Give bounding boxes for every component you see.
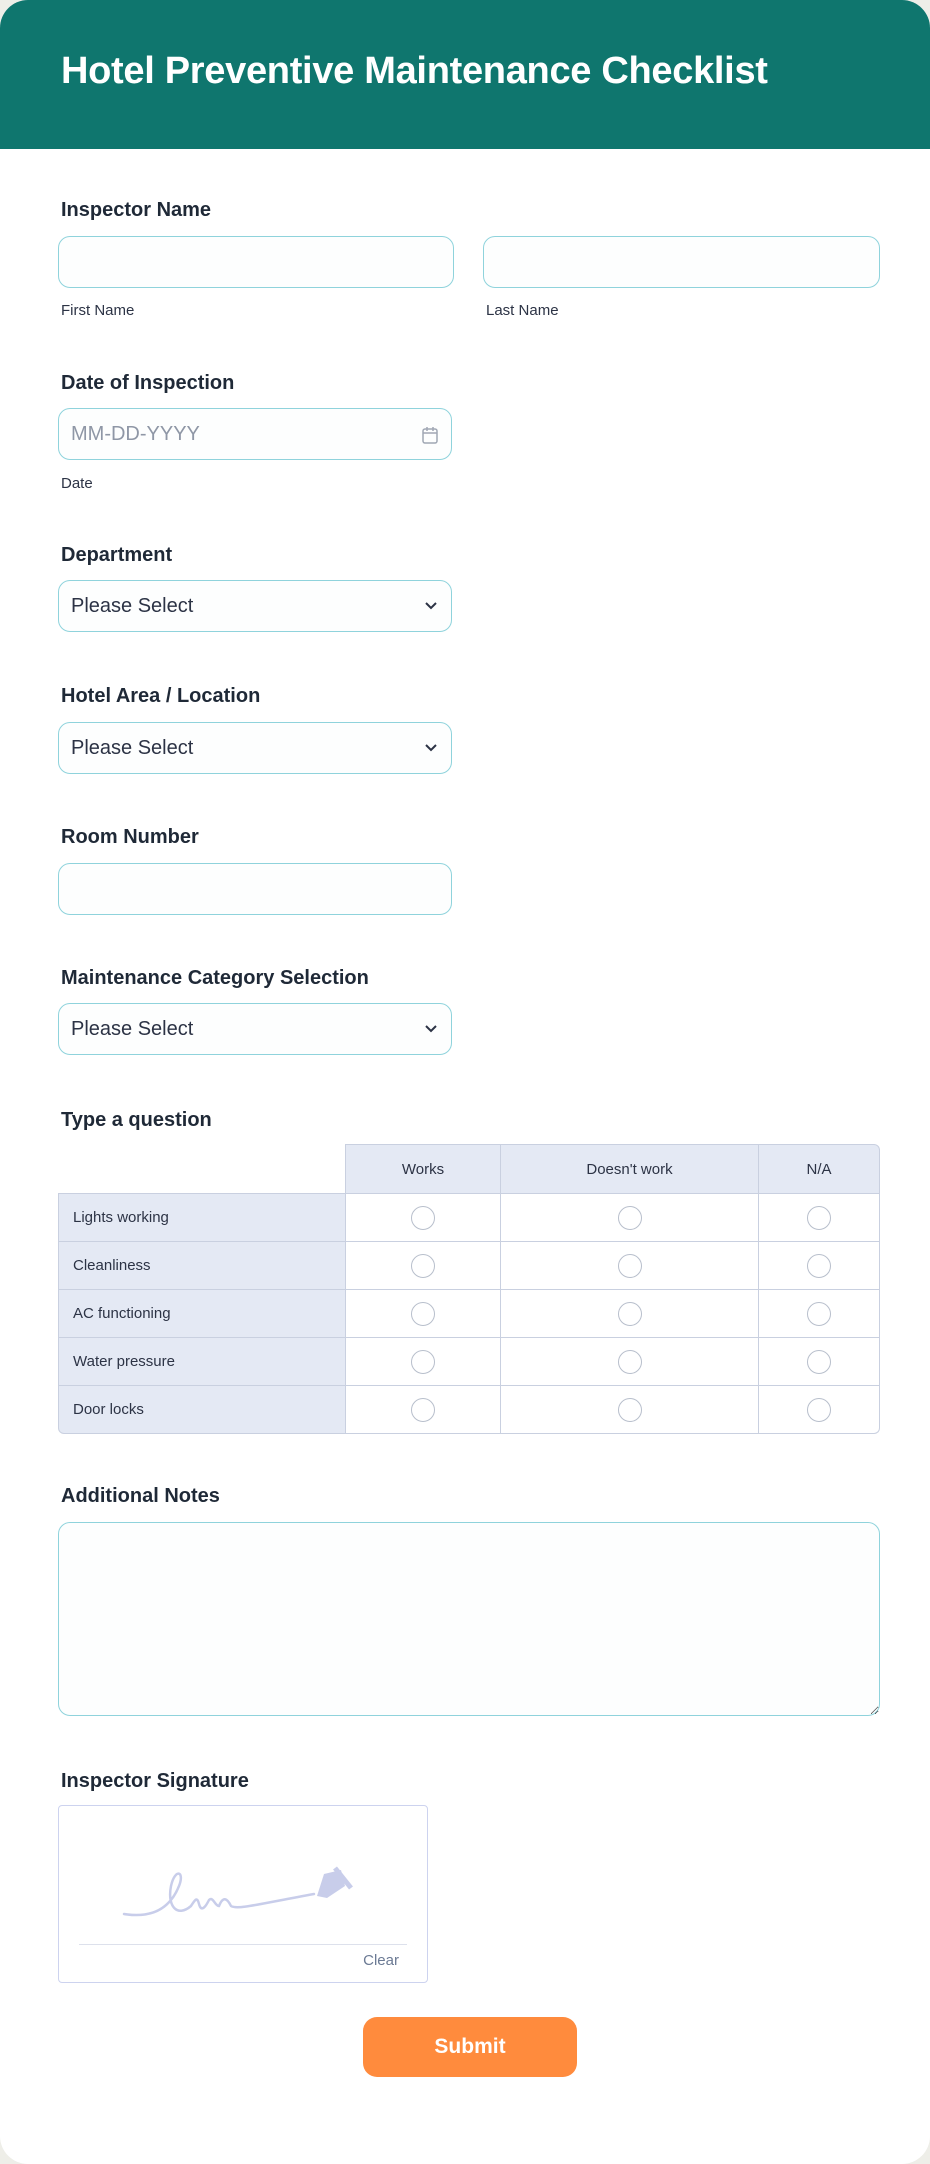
chevron-down-icon — [425, 744, 437, 752]
radio-button[interactable] — [617, 1205, 642, 1230]
matrix-cell — [759, 1338, 880, 1386]
date-sublabel: Date — [61, 475, 93, 492]
radio-button[interactable] — [411, 1397, 435, 1422]
maintenance-matrix: Works Doesn't work N/A Lights working Cle… — [58, 1144, 880, 1434]
matrix-row-label: Water pressure — [58, 1338, 346, 1386]
radio-button[interactable] — [807, 1349, 831, 1374]
maintenance-category-select[interactable]: Please Select — [58, 1003, 452, 1055]
matrix-column-header: Works — [346, 1144, 501, 1194]
matrix-cell — [759, 1386, 880, 1434]
first-name-sublabel: First Name — [61, 302, 135, 319]
matrix-row-label: Door locks — [58, 1386, 346, 1434]
radio-button[interactable] — [411, 1301, 435, 1326]
signature-line — [79, 1944, 407, 1945]
chevron-down-icon — [425, 602, 437, 610]
radio-button[interactable] — [807, 1301, 831, 1326]
inspector-name-label: Inspector Name — [61, 199, 212, 221]
last-name-input[interactable] — [483, 236, 880, 288]
hotel-area-label: Hotel Area / Location — [61, 685, 261, 707]
matrix-cell — [501, 1386, 759, 1434]
notes-label: Additional Notes — [61, 1485, 220, 1507]
matrix-cell — [346, 1290, 501, 1338]
signature-label: Inspector Signature — [61, 1770, 249, 1792]
matrix-row: Water pressure — [58, 1338, 880, 1386]
hotel-area-selected: Please Select — [71, 736, 194, 759]
matrix-cell — [501, 1242, 759, 1290]
last-name-sublabel: Last Name — [486, 302, 559, 319]
hotel-area-select[interactable]: Please Select — [58, 722, 452, 774]
radio-button[interactable] — [617, 1301, 642, 1326]
date-label: Date of Inspection — [61, 372, 235, 394]
room-number-input[interactable] — [58, 863, 452, 915]
radio-button[interactable] — [411, 1349, 435, 1374]
page-title: Hotel Preventive Maintenance Checklist — [61, 50, 768, 92]
room-number-label: Room Number — [61, 826, 199, 848]
matrix-cell — [346, 1338, 501, 1386]
maintenance-category-label: Maintenance Category Selection — [61, 967, 369, 989]
matrix-cell — [346, 1194, 501, 1242]
radio-button[interactable] — [411, 1205, 435, 1230]
radio-button[interactable] — [617, 1397, 642, 1422]
submit-button[interactable]: Submit — [363, 2017, 577, 2077]
calendar-icon[interactable] — [421, 425, 439, 445]
date-placeholder: MM-DD-YYYY — [71, 422, 200, 445]
matrix-corner — [58, 1144, 346, 1194]
matrix-cell — [501, 1290, 759, 1338]
form-header: Hotel Preventive Maintenance Checklist — [0, 0, 930, 149]
matrix-cell — [346, 1242, 501, 1290]
radio-button[interactable] — [617, 1253, 642, 1278]
matrix-row: Lights working — [58, 1194, 880, 1242]
matrix-cell — [501, 1194, 759, 1242]
radio-button[interactable] — [807, 1205, 831, 1230]
matrix-row-label: Lights working — [58, 1194, 346, 1242]
matrix-row: Door locks — [58, 1386, 880, 1434]
signature-pad[interactable]: Clear — [58, 1805, 428, 1983]
radio-button[interactable] — [617, 1349, 642, 1374]
matrix-cell — [501, 1338, 759, 1386]
radio-button[interactable] — [411, 1253, 435, 1278]
matrix-row-label: AC functioning — [58, 1290, 346, 1338]
first-name-input[interactable] — [58, 236, 454, 288]
radio-button[interactable] — [807, 1397, 831, 1422]
matrix-cell — [759, 1194, 880, 1242]
matrix-column-header: Doesn't work — [501, 1144, 759, 1194]
matrix-label: Type a question — [61, 1109, 212, 1131]
clear-signature-button[interactable]: Clear — [363, 1952, 399, 1969]
signature-placeholder-icon — [122, 1866, 353, 1917]
matrix-row: AC functioning — [58, 1290, 880, 1338]
department-label: Department — [61, 544, 173, 566]
chevron-down-icon — [425, 1025, 437, 1033]
matrix-column-header: N/A — [759, 1144, 880, 1194]
notes-textarea[interactable] — [58, 1522, 880, 1716]
date-input[interactable]: MM-DD-YYYY — [58, 408, 452, 460]
matrix-cell — [759, 1290, 880, 1338]
matrix-cell — [759, 1242, 880, 1290]
department-selected: Please Select — [71, 594, 194, 617]
maintenance-category-selected: Please Select — [71, 1017, 194, 1040]
radio-button[interactable] — [807, 1253, 831, 1278]
matrix-row: Cleanliness — [58, 1242, 880, 1290]
matrix-row-label: Cleanliness — [58, 1242, 346, 1290]
department-select[interactable]: Please Select — [58, 580, 452, 632]
matrix-cell — [346, 1386, 501, 1434]
